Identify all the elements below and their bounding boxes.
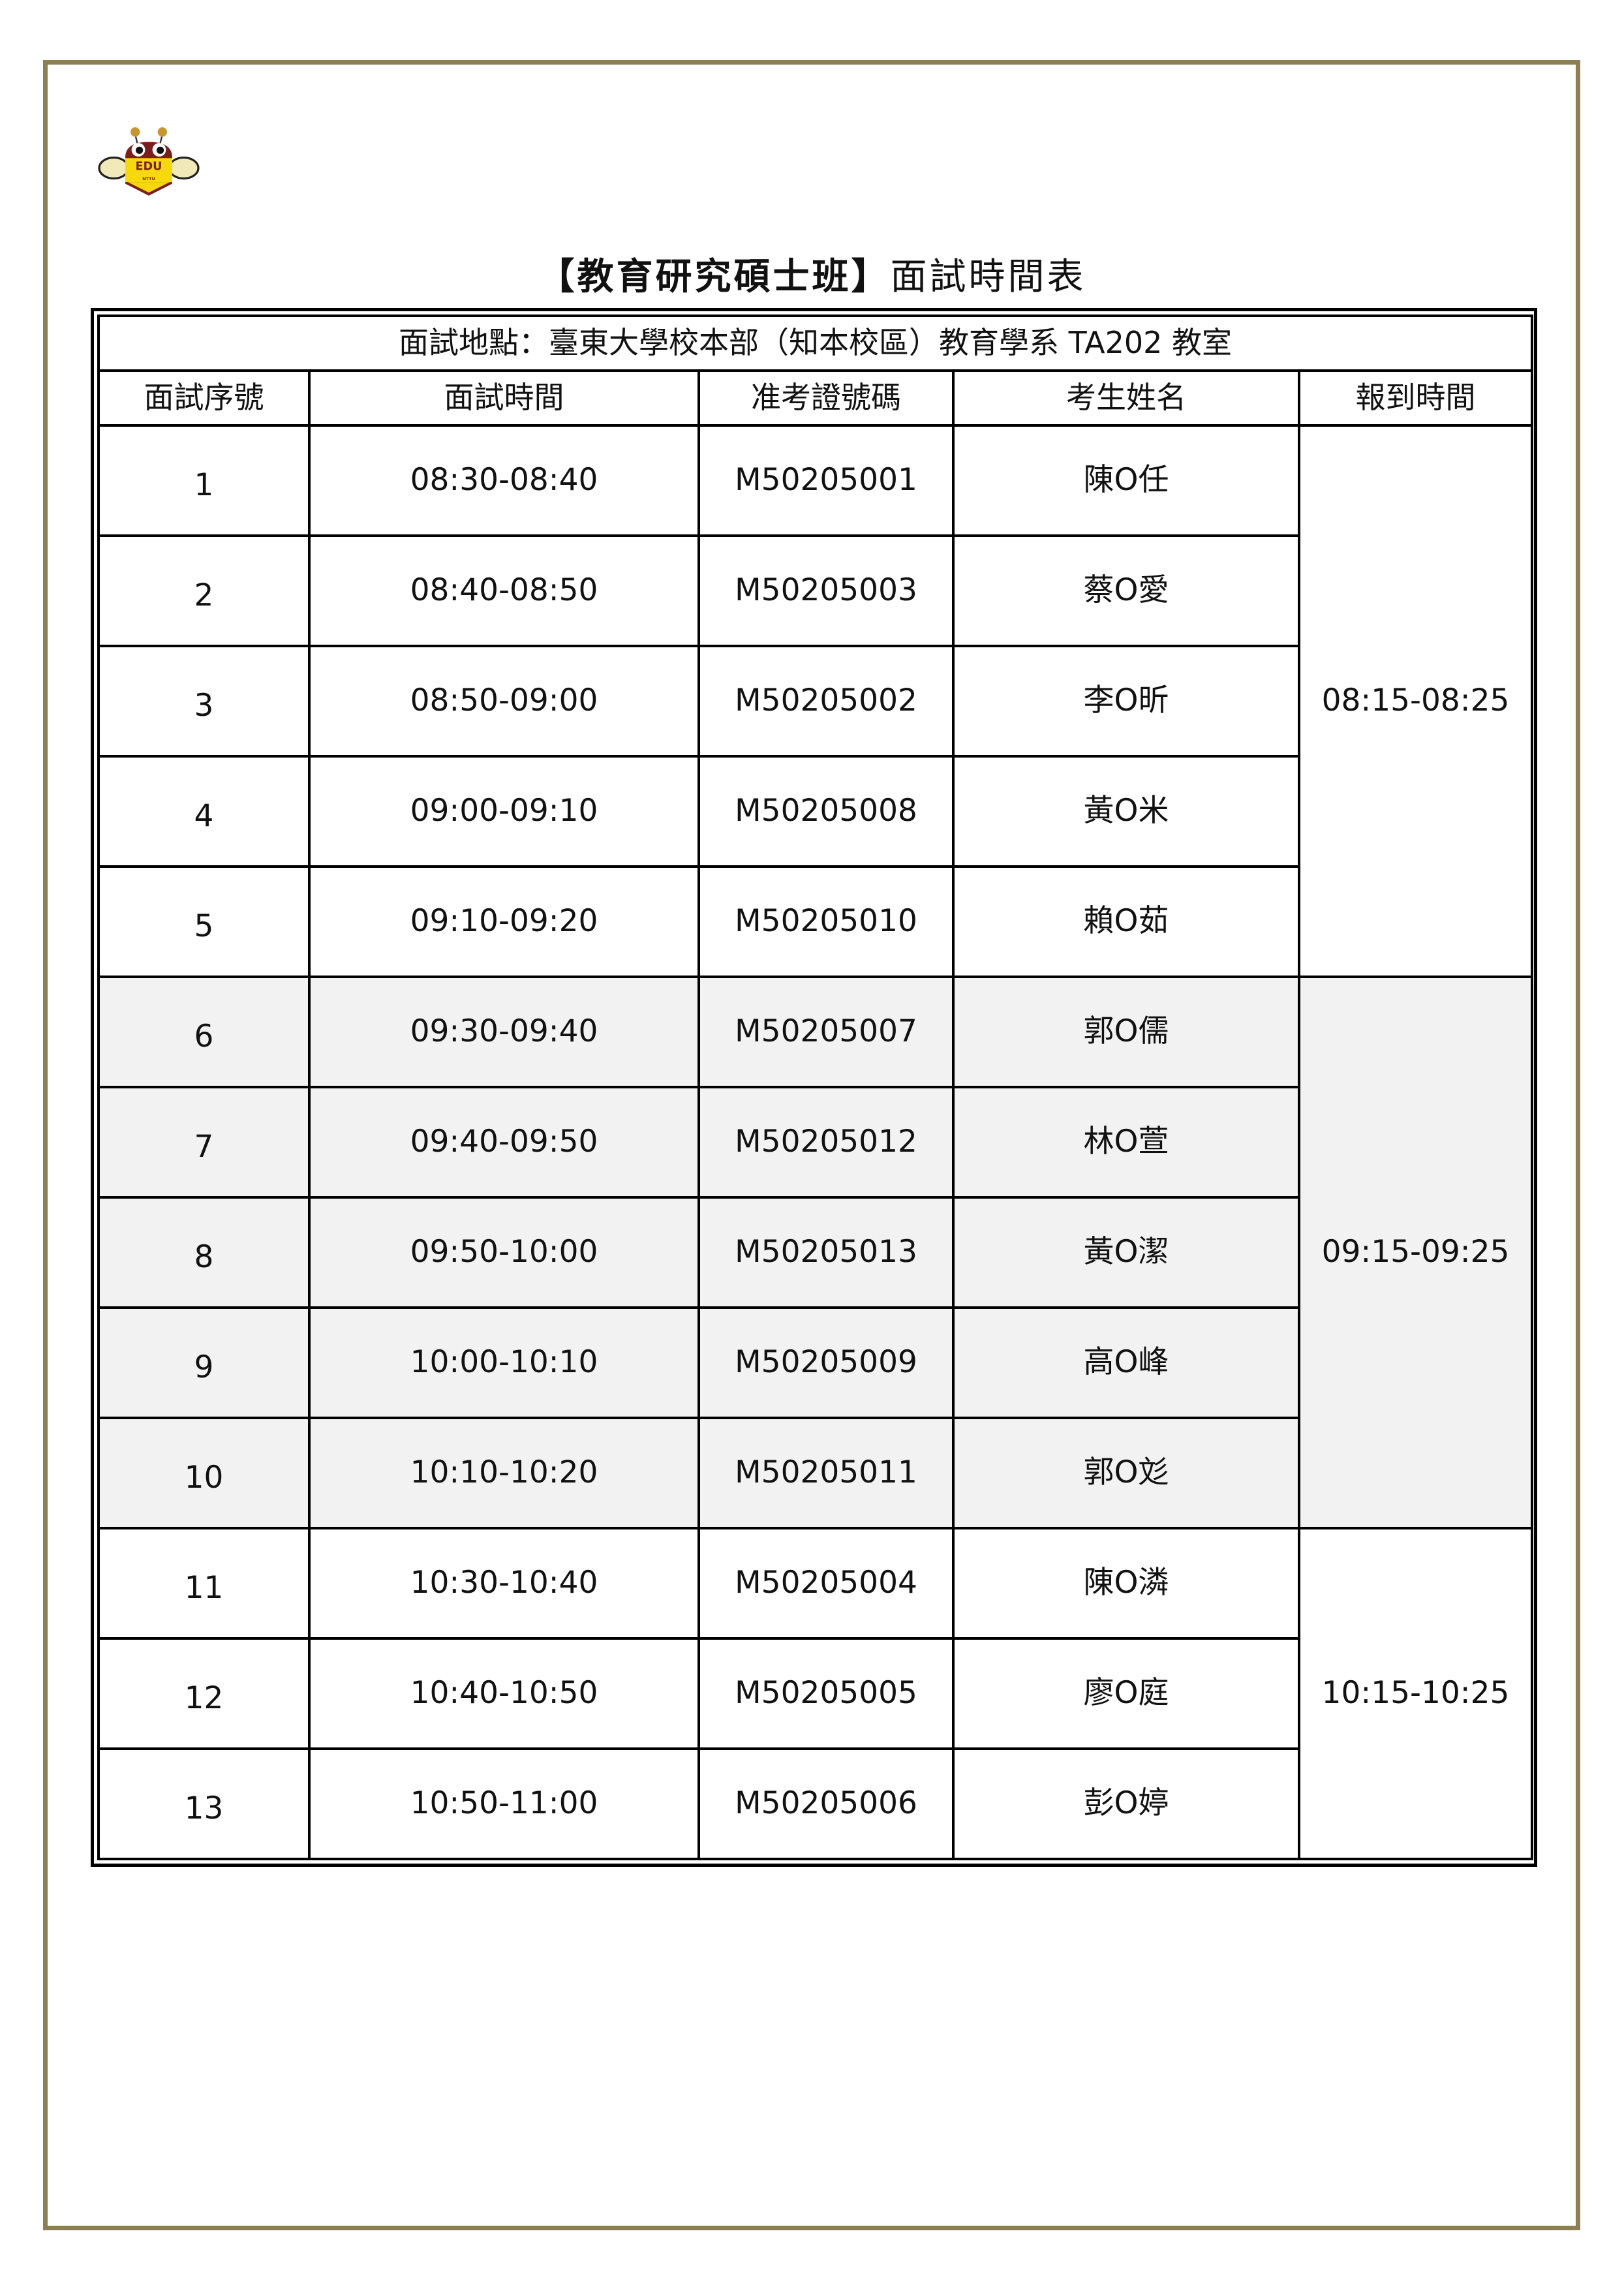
title-program: 【教育研究碩士班】 [538,256,891,298]
cell-interview-no: 9 [97,1306,311,1419]
header-checkin-time: 報到時間 [1297,369,1534,427]
cell-candidate-name: 彭O婷 [952,1747,1300,1860]
cell-candidate-name: 蔡O愛 [952,534,1300,647]
cell-interview-time: 09:30-09:40 [308,976,700,1088]
header-interview-no: 面試序號 [97,369,311,427]
cell-exam-id: M50205009 [697,1306,955,1419]
table-row: 12 10:40-10:50 M50205005 廖O庭 [97,1637,1532,1750]
cell-exam-id: M50205001 [697,424,955,537]
cell-interview-time: 10:00-10:10 [308,1306,700,1419]
cell-exam-id: M50205013 [697,1196,955,1309]
cell-interview-no: 6 [97,976,311,1088]
cell-checkin-time: 10:15-10:25 [1297,1527,1534,1860]
cell-exam-id: M50205008 [697,755,955,868]
cell-interview-time: 09:10-09:20 [308,865,700,978]
cell-interview-time: 10:40-10:50 [308,1637,700,1750]
cell-interview-no: 1 [97,424,311,537]
cell-interview-time: 08:50-09:00 [308,645,700,758]
cell-exam-id: M50205011 [697,1417,955,1529]
table-row: 6 09:30-09:40 M50205007 郭O儒 09:15-09:25 [97,976,1534,1529]
cell-candidate-name: 黃O米 [952,755,1300,868]
table-row: 11 10:30-10:40 M50205004 陳O潾 10:15-10:25 [97,1527,1534,1860]
header-exam-id: 准考證號碼 [697,369,955,427]
table-row: 13 10:50-11:00 M50205006 彭O婷 [97,1747,1532,1860]
cell-checkin-time: 09:15-09:25 [1297,976,1534,1529]
cell-interview-no: 10 [97,1417,311,1529]
cell-interview-time: 10:30-10:40 [308,1527,700,1640]
cell-exam-id: M50205003 [697,534,955,647]
cell-interview-time: 10:50-11:00 [308,1747,700,1860]
cell-interview-time: 08:30-08:40 [308,424,700,537]
cell-interview-no: 5 [97,865,311,978]
cell-exam-id: M50205005 [697,1637,955,1750]
cell-candidate-name: 李O昕 [952,645,1300,758]
cell-interview-no: 3 [97,645,311,758]
cell-candidate-name: 林O萱 [952,1086,1300,1199]
edu-nttu-logo: EDU NTTU [98,127,200,196]
cell-interview-no: 8 [97,1196,311,1309]
cell-interview-no: 4 [97,755,311,868]
cell-interview-no: 2 [97,534,311,647]
cell-interview-time: 10:10-10:20 [308,1417,700,1529]
cell-exam-id: M50205010 [697,865,955,978]
table-row: 10 10:10-10:20 M50205011 郭O彣 [97,1417,1532,1529]
cell-candidate-name: 郭O彣 [952,1417,1300,1529]
cell-exam-id: M50205012 [697,1086,955,1199]
table-row: 5 09:10-09:20 M50205010 賴O茹 [97,865,1532,978]
svg-text:NTTU: NTTU [142,176,155,181]
cell-checkin-time: 08:15-08:25 [1297,424,1534,978]
cell-exam-id: M50205002 [697,645,955,758]
cell-interview-time: 09:50-10:00 [308,1196,700,1309]
svg-text:EDU: EDU [136,161,162,174]
cell-candidate-name: 黃O潔 [952,1196,1300,1309]
cell-exam-id: M50205004 [697,1527,955,1640]
cell-interview-no: 11 [97,1527,311,1640]
cell-candidate-name: 賴O茹 [952,865,1300,978]
table-row: 7 09:40-09:50 M50205012 林O萱 [97,1086,1532,1199]
page-title: 【教育研究碩士班】面試時間表 [0,256,1624,299]
cell-candidate-name: 郭O儒 [952,976,1300,1088]
table-row: 3 08:50-09:00 M50205002 李O昕 [97,645,1532,758]
cell-interview-time: 08:40-08:50 [308,534,700,647]
cell-exam-id: M50205006 [697,1747,955,1860]
title-text: 面試時間表 [890,256,1086,298]
location-cell: 面試地點：臺東大學校本部（知本校區）教育學系 TA202 教室 [97,315,1534,372]
cell-interview-time: 09:00-09:10 [308,755,700,868]
cell-interview-time: 09:40-09:50 [308,1086,700,1199]
cell-interview-no: 13 [97,1747,311,1860]
interview-schedule-table: 面試地點：臺東大學校本部（知本校區）教育學系 TA202 教室 面試序號 面試時間… [91,308,1537,1867]
cell-candidate-name: 高O峰 [952,1306,1300,1419]
cell-candidate-name: 陳O任 [952,424,1300,537]
table-row: 4 09:00-09:10 M50205008 黃O米 [97,755,1532,868]
table-row: 9 10:00-10:10 M50205009 高O峰 [97,1306,1532,1419]
cell-interview-no: 12 [97,1637,311,1750]
page-frame [43,60,1580,2230]
header-candidate-name: 考生姓名 [952,369,1300,427]
table-row: 2 08:40-08:50 M50205003 蔡O愛 [97,534,1532,647]
cell-interview-no: 7 [97,1086,311,1199]
cell-exam-id: M50205007 [697,976,955,1088]
header-interview-time: 面試時間 [308,369,700,427]
table-row: 1 08:30-08:40 M50205001 陳O任 08:15-08:25 [97,424,1534,978]
cell-candidate-name: 廖O庭 [952,1637,1300,1750]
cell-candidate-name: 陳O潾 [952,1527,1300,1640]
table-row: 8 09:50-10:00 M50205013 黃O潔 [97,1196,1532,1309]
